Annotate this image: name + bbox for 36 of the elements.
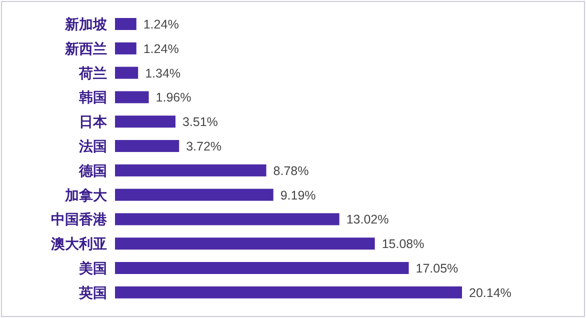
bar	[115, 18, 136, 30]
data-label: 3.51%	[182, 115, 218, 130]
bar	[115, 91, 149, 104]
y-tick-label: 法国	[78, 139, 107, 155]
data-label: 8.78%	[273, 164, 309, 178]
data-label: 17.05%	[416, 262, 458, 276]
bar	[115, 286, 462, 298]
y-tick-label: 新加坡	[64, 16, 108, 33]
y-tick-label: 澳大利亚	[50, 236, 107, 253]
data-label: 1.34%	[145, 66, 181, 80]
y-tick-label: 美国	[78, 260, 107, 277]
data-label: 3.72%	[186, 140, 222, 154]
bar	[115, 164, 266, 176]
y-tick-label: 韩国	[78, 90, 107, 106]
y-tick-label: 德国	[78, 163, 107, 180]
y-tick-label: 英国	[78, 285, 107, 302]
bar	[115, 66, 138, 79]
y-tick-label: 荷兰	[78, 64, 107, 82]
data-label: 1.24%	[143, 42, 179, 56]
data-label: 20.14%	[469, 286, 512, 300]
data-label: 15.08%	[382, 237, 424, 252]
data-label: 1.24%	[143, 18, 179, 32]
y-tick-label: 新西兰	[64, 40, 107, 58]
y-tick-label: 日本	[79, 114, 108, 131]
data-label: 13.02%	[346, 212, 389, 227]
bar	[115, 213, 340, 226]
y-tick-label: 中国香港	[51, 212, 108, 228]
bar	[115, 188, 274, 201]
bar	[115, 140, 180, 152]
bar	[115, 262, 409, 274]
bar	[115, 238, 375, 250]
y-tick-label: 加拿大	[64, 188, 108, 204]
bar	[115, 42, 136, 54]
data-label: 1.96%	[156, 90, 192, 105]
data-label: 9.19%	[280, 188, 316, 202]
bar	[115, 116, 176, 128]
